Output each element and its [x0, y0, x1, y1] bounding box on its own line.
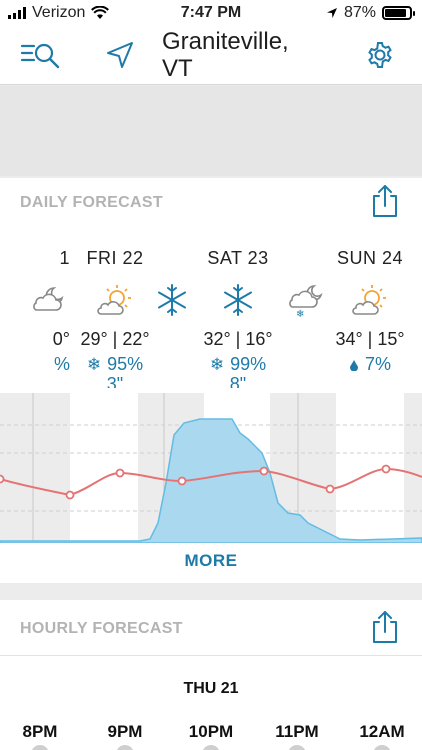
daily-forecast-strip[interactable]: 1 0° % FRI 22: [0, 248, 422, 388]
night-column[interactable]: - ❄: [236, 248, 376, 317]
clock: 7:47 PM: [180, 4, 242, 21]
hourly-icon: [288, 745, 306, 750]
app-header: Graniteville, VT: [0, 28, 422, 85]
snow-amount: 3": [106, 374, 124, 388]
day-name: SUN 24: [336, 248, 404, 268]
ad-banner-area: [0, 86, 422, 176]
day-column[interactable]: 1 0° %: [0, 248, 70, 375]
hourly-forecast-card: HOURLY FORECAST: [0, 600, 422, 750]
day-name: 1: [59, 248, 70, 268]
precip-chance: 99%: [230, 354, 267, 374]
hour-label[interactable]: 9PM: [107, 722, 143, 741]
snow-showers-night-icon: ❄: [289, 285, 323, 317]
wifi-icon: [91, 6, 110, 19]
day-column-fri[interactable]: FRI 22 29° | 22° ❄ 95% 3": [40, 248, 190, 388]
snow-icon: [158, 284, 186, 316]
precip-chance: %: [53, 354, 70, 374]
precip-chance: 95%: [107, 354, 144, 374]
status-bar: Verizon 7:47 PM 87%: [0, 0, 422, 28]
night-column[interactable]: -: [102, 248, 242, 317]
battery-percent: 87%: [343, 4, 376, 21]
location-title[interactable]: Graniteville, VT: [162, 28, 289, 82]
day-name: SAT 23: [207, 248, 269, 268]
raindrop-icon: [349, 359, 358, 371]
hourly-icon: [373, 745, 391, 750]
settings-button[interactable]: [360, 38, 400, 72]
day-temps: 32° | 16°: [203, 329, 273, 349]
divider: [0, 655, 422, 656]
location-state: VT: [162, 55, 193, 82]
day-name: FRI 22: [86, 248, 144, 268]
share-hourly-button[interactable]: [370, 610, 400, 644]
partly-sunny-icon: [352, 285, 386, 315]
snowflake-icon: ❄: [86, 354, 102, 374]
search-list-icon: [20, 43, 60, 69]
hourly-icon: [116, 745, 134, 750]
share-daily-button[interactable]: [370, 184, 400, 218]
day-column-sun[interactable]: SUN 24 34° | 15° 7%: [300, 248, 422, 375]
location-services-icon: [326, 8, 337, 18]
daily-forecast-card: DAILY FORECAST 1 0° % FRI 22: [0, 178, 422, 583]
hourly-icon: [31, 745, 49, 750]
day-temps: 29° | 22°: [80, 329, 150, 349]
hour-label[interactable]: 10PM: [188, 722, 234, 741]
day-temps: 0°: [52, 329, 70, 349]
location-city: Graniteville,: [162, 28, 289, 55]
gear-icon: [368, 42, 392, 68]
hour-label[interactable]: 12AM: [359, 722, 405, 741]
status-right: 87%: [326, 4, 415, 22]
snow-amount: 8": [229, 374, 247, 388]
daily-forecast-title: DAILY FORECAST: [20, 194, 163, 211]
hour-label[interactable]: 11PM: [275, 722, 319, 741]
search-menu-button[interactable]: [20, 38, 60, 72]
day-temps: 34° | 15°: [335, 329, 405, 349]
partly-cloudy-night-icon: [33, 287, 64, 311]
hourly-icon: [202, 745, 220, 750]
hourly-forecast-title: HOURLY FORECAST: [20, 620, 183, 637]
snowflake-icon: ❄: [209, 354, 225, 374]
location-arrow-icon: [107, 42, 133, 68]
carrier: Verizon: [8, 4, 110, 22]
partly-sunny-icon: [97, 285, 131, 315]
hourly-day-label: THU 21: [183, 680, 239, 697]
battery-icon: [382, 6, 415, 20]
current-location-button[interactable]: [100, 38, 140, 72]
carrier-name: Verizon: [32, 4, 86, 21]
svg-text:❄: ❄: [296, 309, 304, 317]
day-column-sat[interactable]: SAT 23 32° | 16° ❄ 99% 8": [168, 248, 308, 388]
hour-label[interactable]: 8PM: [22, 722, 58, 741]
more-button[interactable]: MORE: [184, 551, 238, 570]
signal-icon: [8, 7, 26, 19]
precip-chance: 7%: [364, 354, 391, 374]
forecast-graph[interactable]: [0, 393, 422, 543]
snow-icon: [224, 284, 252, 316]
